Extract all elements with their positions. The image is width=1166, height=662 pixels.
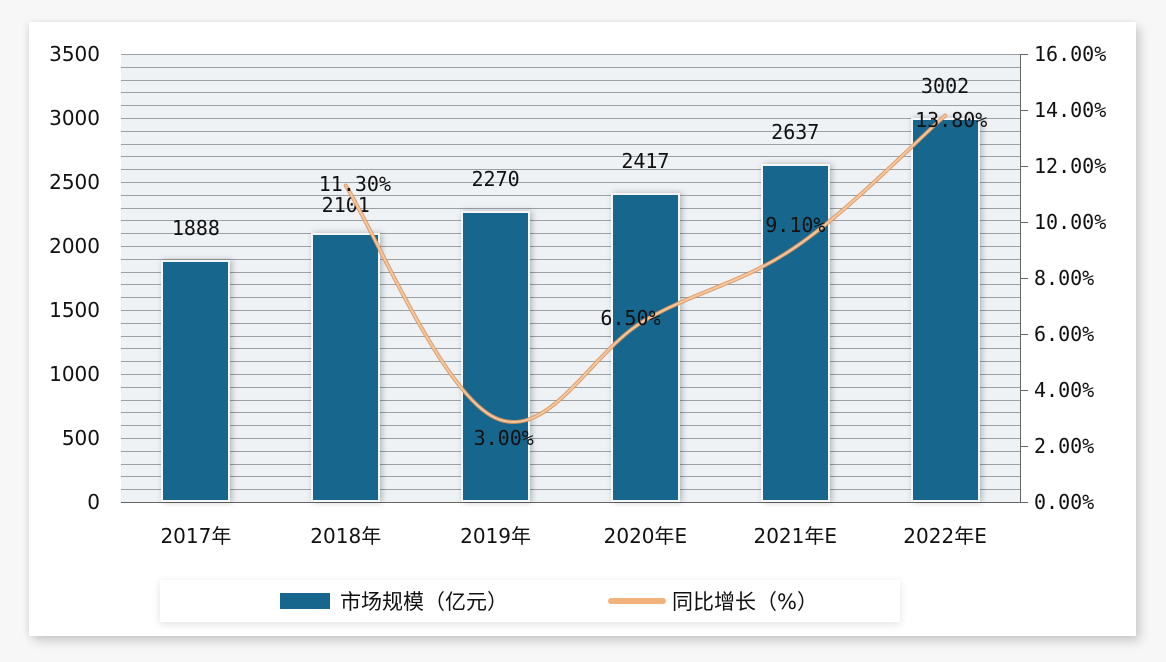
right-axis-tick-label: 4.00% (1034, 378, 1095, 402)
x-axis-tick-label: 2020年E (603, 524, 688, 548)
bar (311, 233, 381, 502)
right-axis-tick-label: 8.00% (1034, 266, 1095, 290)
bar-value-label: 3002 (920, 73, 970, 98)
x-axis-tick-label: 2019年 (460, 524, 532, 548)
gridline (121, 66, 1020, 68)
legend-line-label: 同比增长（%） (672, 590, 818, 614)
gridline (121, 412, 1020, 414)
gridline (121, 79, 1020, 81)
legend: 市场规模（亿元） 同比增长（%） (160, 580, 900, 622)
gridline (121, 220, 1020, 222)
bar-swatch-icon (280, 593, 330, 609)
legend-item-market-size: 市场规模（亿元） (280, 580, 508, 622)
right-axis-tick (1020, 110, 1028, 111)
right-axis-tick (1020, 166, 1028, 167)
right-axis-tick (1020, 502, 1028, 503)
gridline (121, 374, 1020, 375)
bar-value-label: 2637 (771, 120, 820, 145)
left-axis-tick-label: 1500 (49, 298, 100, 322)
gridline (121, 118, 1020, 119)
line-swatch-icon (608, 598, 666, 604)
right-axis-tick (1020, 54, 1028, 55)
left-axis-tick-label: 500 (61, 426, 100, 450)
gridline (121, 450, 1020, 452)
gridline (121, 438, 1020, 439)
gridline (121, 335, 1020, 337)
x-axis-tick-label: 2018年 (310, 524, 382, 548)
x-axis-tick-label: 2017年 (160, 524, 232, 548)
left-axis-tick-label: 3500 (49, 42, 100, 66)
x-axis-tick-label: 2021年E (753, 524, 838, 548)
line-value-label: 9.10% (765, 213, 826, 238)
gridline (121, 322, 1020, 324)
legend-bar-label: 市场规模（亿元） (340, 590, 508, 614)
right-axis-tick (1020, 446, 1028, 447)
left-axis-tick-label: 3000 (49, 106, 100, 130)
left-axis-tick-label: 2000 (49, 234, 100, 258)
right-axis-tick (1020, 334, 1028, 335)
gridline (121, 246, 1020, 247)
bar-value-label: 1888 (171, 216, 220, 241)
gridline (121, 130, 1020, 132)
right-axis-tick-label: 10.00% (1034, 210, 1107, 234)
gridline (121, 182, 1020, 183)
right-axis-tick-label: 0.00% (1034, 490, 1095, 514)
right-axis-tick (1020, 390, 1028, 391)
bar-value-label: 2417 (621, 148, 670, 173)
gridline (121, 233, 1020, 235)
x-axis-line (121, 502, 1020, 503)
right-axis-tick-label: 12.00% (1034, 154, 1107, 178)
right-axis-tick (1020, 278, 1028, 279)
gridline (121, 54, 1020, 55)
gridline (121, 425, 1020, 427)
gridline (121, 194, 1020, 196)
gridline (121, 348, 1020, 350)
left-axis-tick-label: 1000 (49, 362, 100, 386)
right-axis-tick-label: 6.00% (1034, 322, 1095, 346)
gridline (121, 284, 1020, 286)
gridline (121, 271, 1020, 273)
right-axis-tick-label: 16.00% (1034, 42, 1107, 66)
plot-area (121, 54, 1020, 503)
bar (910, 117, 980, 502)
bar (760, 164, 830, 502)
gridline (121, 207, 1020, 209)
right-axis-tick (1020, 222, 1028, 223)
gridline (121, 156, 1020, 158)
bar (461, 211, 531, 502)
x-axis-tick-label: 2022年E (903, 524, 987, 548)
gridline (121, 476, 1020, 478)
gridline (121, 361, 1020, 363)
line-value-label: 6.50% (600, 306, 661, 330)
right-axis-tick-label: 14.00% (1034, 98, 1107, 122)
line-value-label: 11.30% (318, 171, 391, 196)
gridline (121, 169, 1020, 171)
left-axis-tick-label: 2500 (49, 170, 100, 194)
gridline (121, 399, 1020, 401)
gridline (121, 105, 1020, 107)
right-axis-tick-label: 2.00% (1034, 434, 1095, 458)
gridline (121, 463, 1020, 465)
legend-item-growth: 同比增长（%） (608, 580, 818, 622)
bar (161, 260, 231, 502)
line-value-label: 13.80% (915, 107, 988, 132)
bar-value-label: 2270 (471, 167, 520, 192)
gridline (121, 310, 1020, 311)
gridline (121, 297, 1020, 299)
gridline (121, 92, 1020, 94)
gridline (121, 489, 1020, 491)
gridline (121, 143, 1020, 145)
line-value-label: 3.00% (473, 426, 534, 450)
left-axis-tick-label: 0 (87, 490, 100, 514)
gridline (121, 258, 1020, 260)
